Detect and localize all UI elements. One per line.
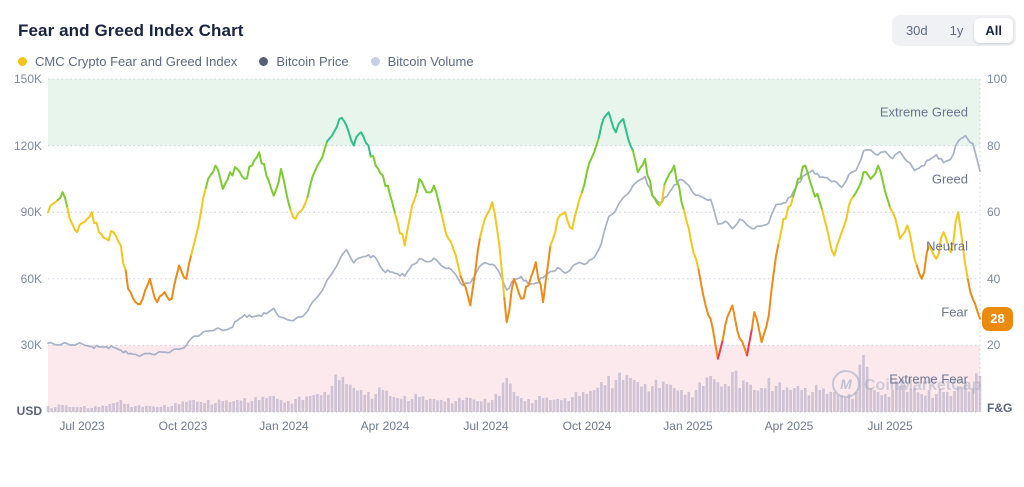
x-axis-tick: Apr 2025 [764,419,814,433]
x-axis-tick: Jan 2025 [663,419,713,433]
zone-label-extreme-greed: Extreme Greed [879,104,968,120]
right-axis-tick: 40 [987,271,1001,286]
chart-legend: CMC Crypto Fear and Greed Index Bitcoin P… [18,54,474,69]
range-button-1y[interactable]: 1y [939,18,975,43]
current-value-badge: 28 [982,306,1013,331]
range-button-all[interactable]: All [974,18,1013,43]
legend-label: Bitcoin Price [276,54,349,69]
range-button-30d[interactable]: 30d [895,18,939,43]
page-title: Fear and Greed Index Chart [18,21,244,40]
x-axis-tick: Jan 2024 [259,419,309,433]
legend-item-2[interactable]: Bitcoin Volume [370,54,474,69]
zone-label-fear: Fear [941,304,968,320]
legend-dot-icon [259,57,269,66]
left-axis-tick: 60K [20,271,42,286]
legend-item-1[interactable]: Bitcoin Price [259,54,349,69]
coinmarketcap-logo-icon: M [840,376,852,392]
legend-label: Bitcoin Volume [387,54,474,69]
x-axis-tick: Oct 2023 [158,419,208,433]
legend-dot-icon [18,57,27,66]
zone-label-neutral: Neutral [926,238,968,253]
x-axis-tick: Oct 2024 [562,419,612,433]
right-axis-tick: 60 [987,205,1001,220]
x-axis-tick: Jul 2024 [463,419,509,433]
x-axis-tick: Jul 2023 [59,419,105,433]
legend-label: CMC Crypto Fear and Greed Index [35,54,238,69]
right-axis-tick: 80 [987,138,1001,153]
right-axis-title: F&G [987,401,1013,415]
right-axis-tick: 20 [987,338,1001,353]
left-axis-tick: 30K [20,338,42,353]
x-axis-tick: Apr 2024 [360,419,410,433]
legend-dot-icon [370,57,380,66]
legend-item-0[interactable]: CMC Crypto Fear and Greed Index [18,54,237,69]
x-axis-tick: Jul 2025 [867,419,913,433]
zone-label-greed: Greed [931,171,968,187]
left-axis-title: USD [16,404,42,418]
right-axis-tick: 100 [987,72,1008,86]
left-axis-tick: 90K [20,205,42,220]
watermark-text: CoinMarketCap [864,377,982,394]
zone-label-extreme-fear: Extreme Fear [889,371,968,387]
left-axis-tick: 150K [13,72,42,86]
left-axis-tick: 120K [13,138,42,153]
range-selector: 30d 1y All [891,15,1016,46]
